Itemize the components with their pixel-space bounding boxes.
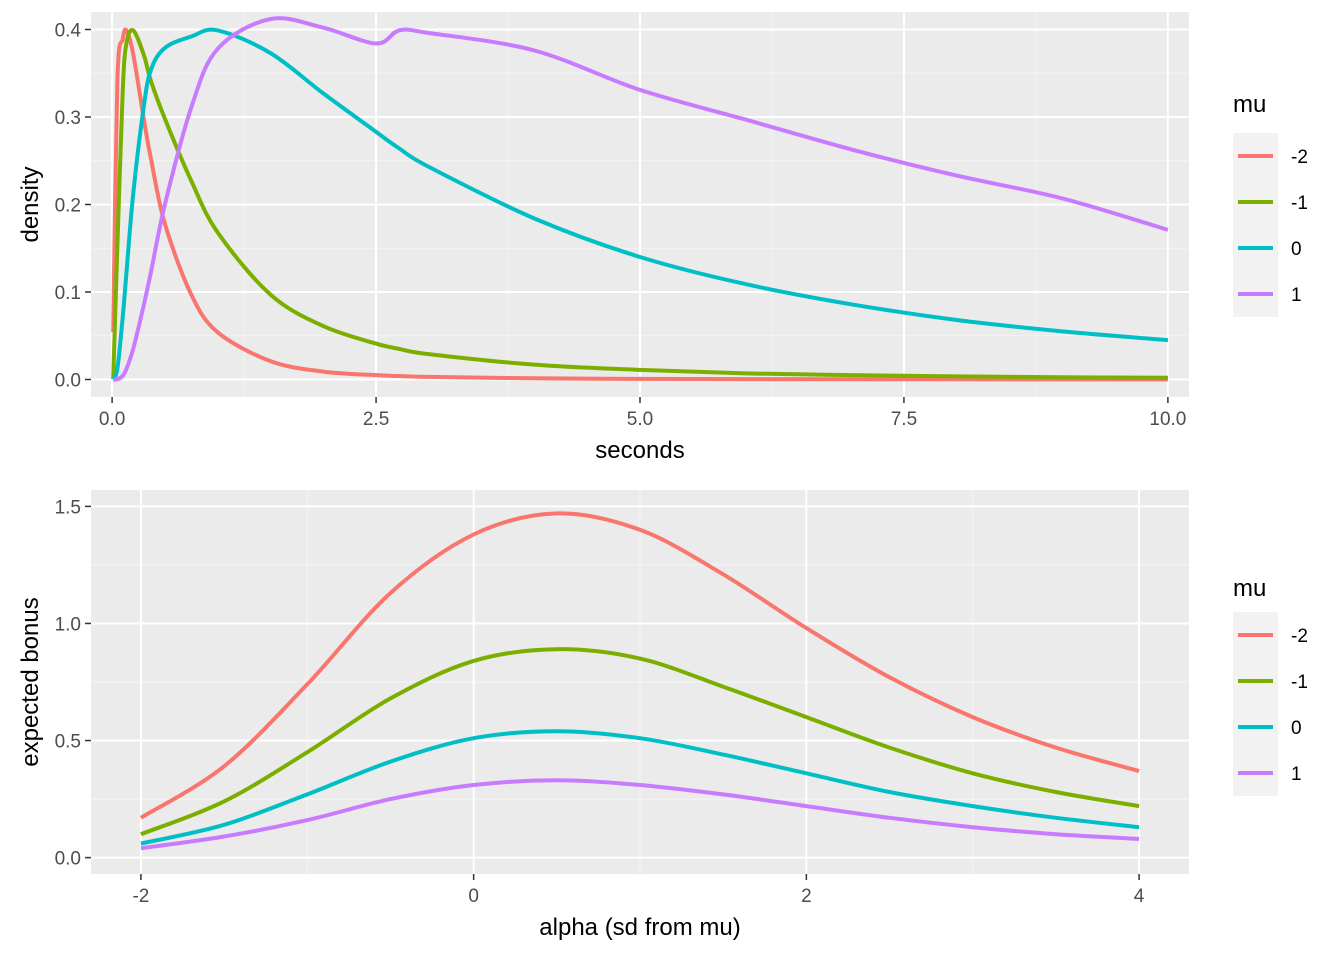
x-tick-label: 4	[1134, 886, 1145, 907]
x-tick-label: -2	[132, 886, 149, 907]
x-tick-label: 2	[801, 886, 812, 907]
density-chart: 0.0 2.5 5.0 7.5 10.0 0.0 0.1 0.2 0.3 0.4 seconds de…	[17, 12, 1308, 464]
y-tick-label: 1.0	[55, 614, 81, 635]
x-tick-label: 5.0	[627, 409, 653, 430]
legend-label-mu--2: -2	[1291, 626, 1308, 647]
x-axis-title: seconds	[595, 437, 684, 464]
x-tick-label: 0.0	[99, 409, 125, 430]
y-tick-label: 0.3	[55, 108, 81, 129]
series-line-mu-0	[140, 729, 1140, 846]
y-tick-label: 1.5	[55, 497, 81, 518]
legend-label-mu--2: -2	[1291, 147, 1308, 168]
legend-label-mu-1: 1	[1291, 285, 1302, 306]
series-line-mu--2	[111, 27, 1168, 382]
series-line-mu--2	[139, 511, 1140, 820]
y-tick-label: 0.1	[55, 283, 81, 304]
y-tick-label: 0.0	[55, 849, 81, 870]
x-tick-label: 0	[468, 886, 479, 907]
legend-key-background	[1233, 612, 1278, 796]
expected-bonus-chart: -2 0 2 4 0.0 0.5 1.0 1.5 alpha (sd from mu) expec…	[17, 490, 1308, 941]
legend-label-mu-0: 0	[1291, 239, 1302, 260]
legend-title: mu	[1233, 575, 1266, 602]
y-tick-label: 0.5	[55, 732, 81, 753]
series-line-mu--1	[140, 647, 1140, 837]
series-line-mu-1	[140, 778, 1140, 851]
legend-label-mu--1: -1	[1291, 672, 1308, 693]
x-tick-label: 10.0	[1149, 409, 1186, 430]
y-tick-label: 0.2	[55, 196, 81, 217]
series-line-mu-1	[113, 16, 1169, 382]
y-tick-label: 0.0	[55, 371, 81, 392]
legend-label-mu--1: -1	[1291, 193, 1308, 214]
x-tick-label: 7.5	[891, 409, 917, 430]
legend-label-mu-1: 1	[1291, 764, 1302, 785]
y-axis-title: expected bonus	[17, 597, 44, 766]
x-tick-label: 2.5	[363, 409, 389, 430]
x-axis-title: alpha (sd from mu)	[539, 914, 740, 941]
series-line-mu--1	[111, 28, 1168, 380]
legend-key-background	[1233, 133, 1278, 317]
y-axis-title: density	[17, 166, 44, 242]
legend-title: mu	[1233, 91, 1266, 118]
series-line-mu-0	[111, 27, 1169, 381]
legend-label-mu-0: 0	[1291, 718, 1302, 739]
y-tick-label: 0.4	[55, 21, 82, 42]
